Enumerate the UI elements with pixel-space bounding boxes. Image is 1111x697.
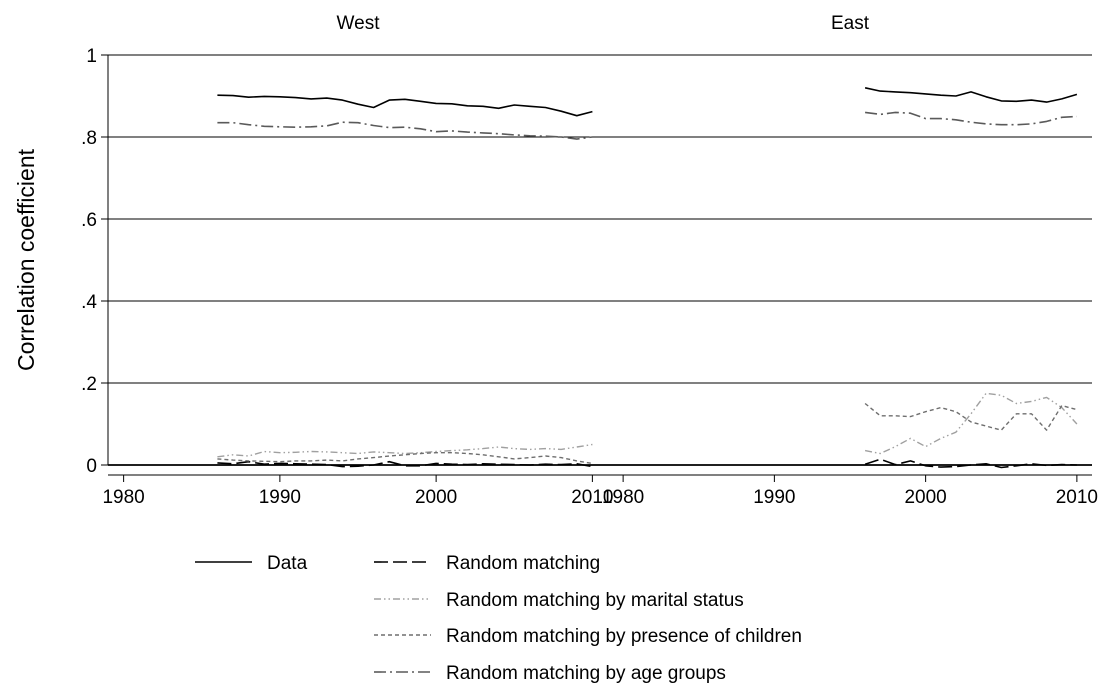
- series-line-random-matching: [217, 460, 593, 468]
- y-tick-label: .8: [81, 128, 97, 149]
- legend-label: Random matching: [446, 553, 600, 574]
- panel-title-west: West: [337, 13, 381, 34]
- panels: West 0 .2 .4 .6 .8 1 1980 1990 2000 2010 East 1980 19…: [81, 13, 1098, 508]
- legend-label: Data: [267, 553, 308, 574]
- y-tick-label: 0: [86, 456, 97, 477]
- x-tick-label: 2000: [415, 487, 457, 508]
- series-line-random-matching-by-marital-status: [864, 392, 1078, 455]
- series-line-random-matching-by-marital-status: [217, 443, 593, 458]
- y-axis-label: Correlation coefficient: [13, 148, 39, 371]
- series-line-random-matching: [864, 458, 1077, 469]
- panel-title-east: East: [831, 13, 870, 34]
- legend-label: Random matching by age groups: [446, 663, 726, 684]
- y-tick-label: .6: [81, 210, 97, 231]
- series-line-data: [864, 87, 1078, 103]
- y-tick-label: .2: [81, 374, 97, 395]
- series-line-random-matching-by-age-groups: [864, 111, 1077, 126]
- legend-item-random-matching-by-presence-of-children: Random matching by presence of children: [374, 626, 802, 647]
- x-tick-label: 1990: [753, 487, 795, 508]
- legend-label: Random matching by presence of children: [446, 626, 802, 647]
- series-line-random-matching-by-presence-of-children: [864, 402, 1078, 431]
- series-line-data: [217, 94, 593, 117]
- x-tick-label: 2010: [571, 487, 613, 508]
- x-tick-label: 2000: [904, 487, 946, 508]
- x-tick-label: 1980: [102, 487, 144, 508]
- legend-item-random-matching-by-age-groups: Random matching by age groups: [374, 663, 726, 684]
- legend-label: Random matching by marital status: [446, 590, 744, 611]
- y-tick-label: .4: [81, 292, 97, 313]
- x-tick-label: 1980: [602, 487, 644, 508]
- series-line-random-matching-by-age-groups: [217, 121, 593, 140]
- panel-east: East 1980 1990 2000 2010: [602, 13, 1098, 508]
- panel-west: West 0 .2 .4 .6 .8 1 1980 1990 2000 2010: [81, 13, 613, 508]
- x-tick-label: 2010: [1056, 487, 1098, 508]
- y-tick-label: 1: [86, 46, 97, 67]
- series-line-random-matching-by-presence-of-children: [217, 452, 593, 465]
- legend-item-random-matching: Random matching: [374, 553, 600, 574]
- x-tick-label: 1990: [259, 487, 301, 508]
- legend-item-random-matching-by-marital-status: Random matching by marital status: [374, 590, 744, 611]
- legend: Data Random matching Random matching by ma…: [195, 553, 802, 684]
- legend-item-data: Data: [195, 553, 308, 574]
